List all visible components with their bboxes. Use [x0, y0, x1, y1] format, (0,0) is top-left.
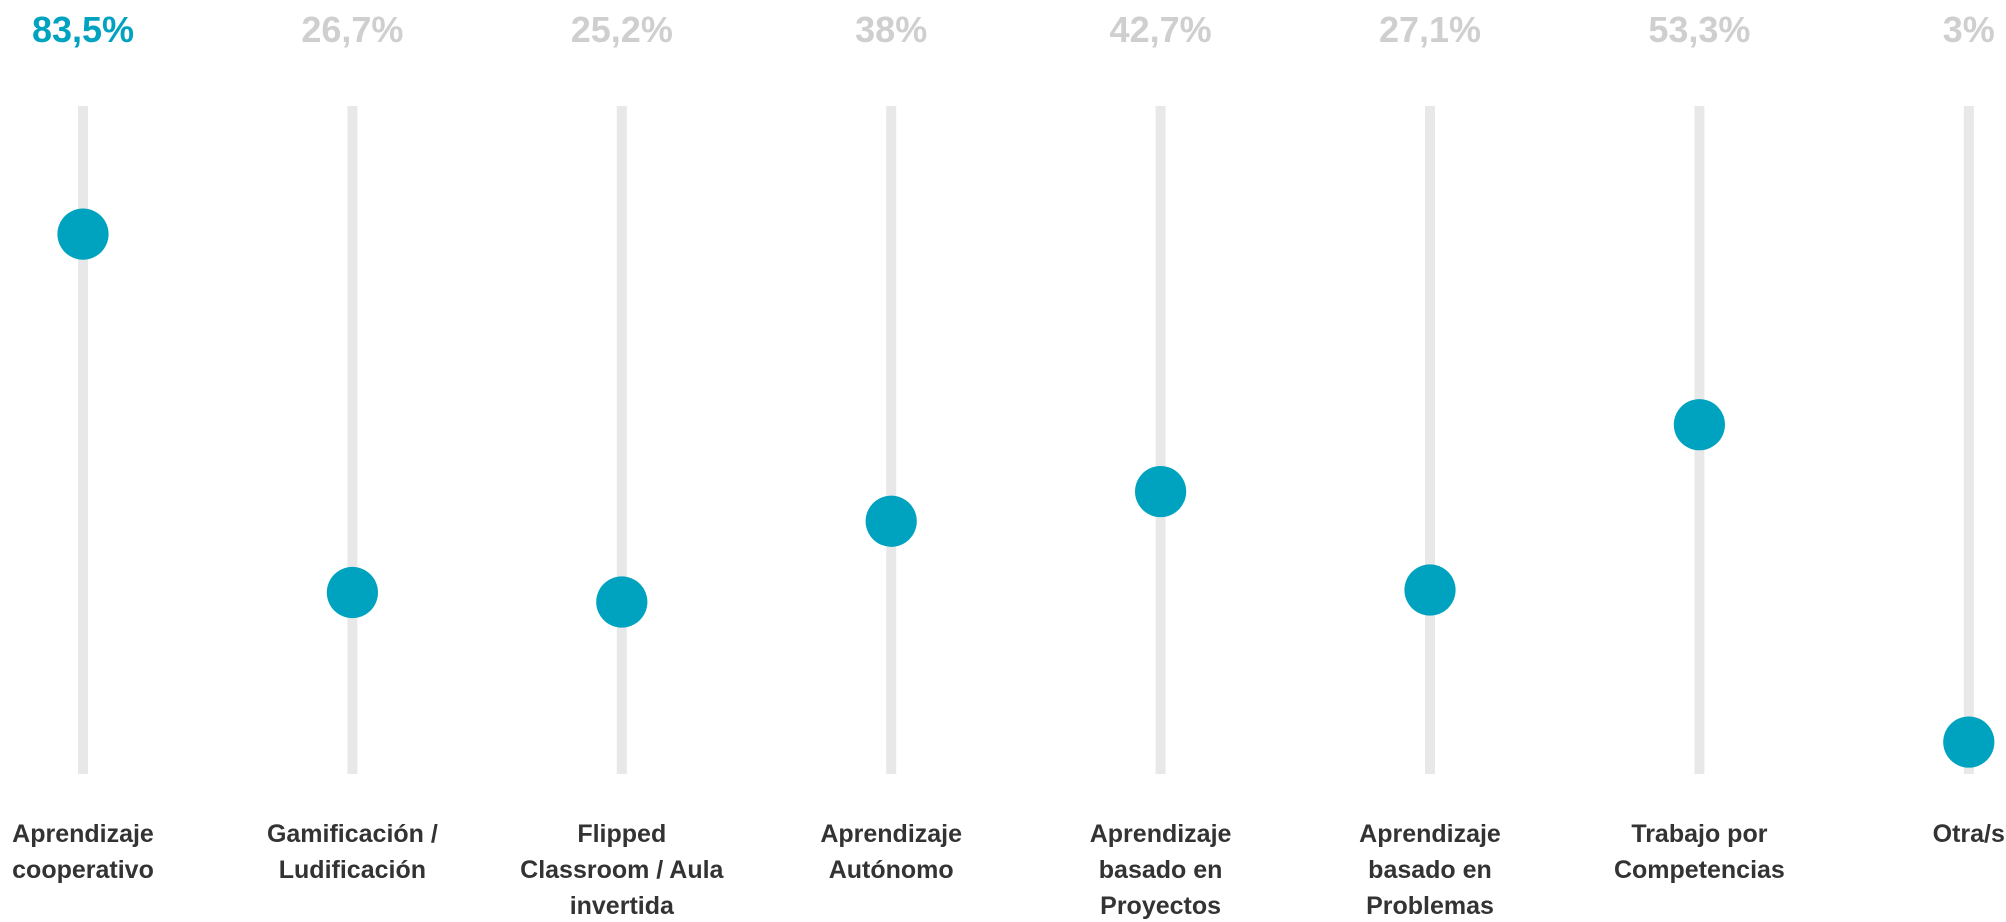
value-label: 3%: [1942, 9, 1995, 50]
dot: [1404, 564, 1456, 616]
value-label: 42,7%: [1109, 9, 1212, 50]
value-label: 25,2%: [570, 9, 673, 50]
category-label: Trabajo por Competencias: [1613, 820, 1785, 884]
category-label: Gamificación / Ludificación: [266, 820, 438, 884]
dot: [1135, 465, 1187, 518]
category-label: Aprendizaje cooperativo: [12, 820, 154, 884]
category-label: Aprendizaje basado en Problemas: [1359, 820, 1501, 920]
category-label: Aprendizaje basado en Proyectos: [1089, 820, 1232, 920]
dot: [57, 208, 109, 260]
value-label: 38%: [855, 9, 928, 50]
dot: [1673, 399, 1725, 451]
category-label: Aprendizaje Autónomo: [820, 820, 963, 884]
value-label: 26,7%: [301, 9, 404, 50]
value-label: 27,1%: [1378, 9, 1482, 50]
dot: [596, 576, 648, 628]
dot: [326, 566, 378, 619]
dot: [1943, 716, 1995, 768]
value-label: 83,5%: [31, 9, 135, 50]
value-label: 53,3%: [1648, 9, 1751, 50]
category-label: Otra/s: [1932, 820, 2005, 848]
dot: [865, 495, 917, 547]
category-label: Flipped Classroom / Aula invertida: [520, 820, 724, 920]
